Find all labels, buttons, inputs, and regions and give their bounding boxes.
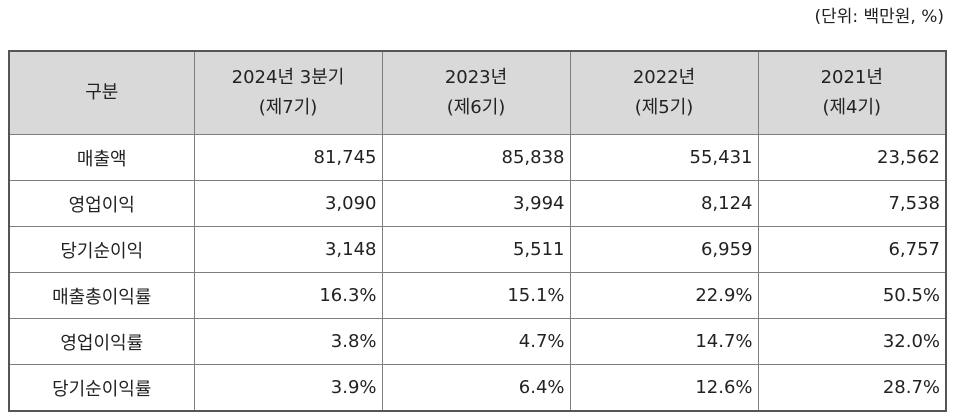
header-period-term: (제5기): [634, 97, 694, 118]
header-category: 구분: [8, 50, 195, 135]
table-cell: 14.7%: [569, 318, 759, 365]
table-cell: 55,431: [569, 134, 759, 181]
header-period-label: 2023년: [444, 67, 508, 88]
row-label: 영업이익: [8, 180, 195, 227]
row-label: 매출총이익률: [8, 272, 195, 319]
table-cell: 81,745: [193, 134, 383, 181]
table-cell: 5,511: [381, 226, 571, 273]
header-period-term: (제7기): [258, 97, 318, 118]
table-cell: 3,090: [193, 180, 383, 227]
header-period: 2023년 (제6기): [381, 50, 571, 135]
unit-note: (단위: 백만원, %): [814, 7, 944, 27]
table-cell: 7,538: [757, 180, 947, 227]
table-cell: 85,838: [381, 134, 571, 181]
row-label: 당기순이익률: [8, 364, 195, 412]
table-cell: 8,124: [569, 180, 759, 227]
table-row: 당기순이익 3,148 5,511 6,959 6,757: [8, 226, 947, 273]
financial-summary-table: 구분 2024년 3분기 (제7기) 2023년 (제6기) 2022년 (제5…: [8, 50, 947, 412]
table-cell: 22.9%: [569, 272, 759, 319]
row-label: 당기순이익: [8, 226, 195, 273]
header-period-label: 2024년 3분기: [231, 67, 345, 88]
table-row: 매출총이익률 16.3% 15.1% 22.9% 50.5%: [8, 272, 947, 319]
header-period-label: 2022년: [632, 67, 696, 88]
header-period: 2022년 (제5기): [569, 50, 759, 135]
header-period-label: 2021년: [820, 67, 883, 88]
table-cell: 16.3%: [193, 272, 383, 319]
table-cell: 15.1%: [381, 272, 571, 319]
table-row: 매출액 81,745 85,838 55,431 23,562: [8, 134, 947, 181]
header-period-term: (제4기): [822, 97, 882, 118]
table-cell: 3,148: [193, 226, 383, 273]
table-cell: 6,757: [757, 226, 947, 273]
header-period-term: (제6기): [446, 97, 506, 118]
table-cell: 4.7%: [381, 318, 571, 365]
header-period: 2021년 (제4기): [757, 50, 947, 135]
table-cell: 12.6%: [569, 364, 759, 412]
table-cell: 3,994: [381, 180, 571, 227]
row-label: 영업이익률: [8, 318, 195, 365]
header-period: 2024년 3분기 (제7기): [193, 50, 383, 135]
table-cell: 6.4%: [381, 364, 571, 412]
table-row: 당기순이익률 3.9% 6.4% 12.6% 28.7%: [8, 364, 947, 412]
table-header-row: 구분 2024년 3분기 (제7기) 2023년 (제6기) 2022년 (제5…: [8, 50, 947, 135]
table-cell: 3.9%: [193, 364, 383, 412]
row-label: 매출액: [8, 134, 195, 181]
table-cell: 50.5%: [757, 272, 947, 319]
table-cell: 3.8%: [193, 318, 383, 365]
table-cell: 32.0%: [757, 318, 947, 365]
table-cell: 23,562: [757, 134, 947, 181]
table-cell: 6,959: [569, 226, 759, 273]
table-row: 영업이익률 3.8% 4.7% 14.7% 32.0%: [8, 318, 947, 365]
table-row: 영업이익 3,090 3,994 8,124 7,538: [8, 180, 947, 227]
table-cell: 28.7%: [757, 364, 947, 412]
